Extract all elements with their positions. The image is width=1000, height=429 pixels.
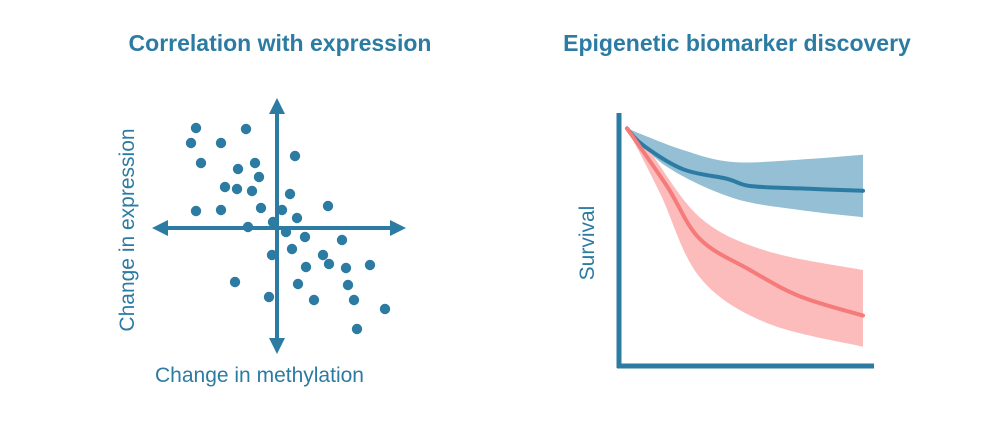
scatter-point (229, 276, 241, 288)
scatter-point (231, 183, 243, 195)
scatter-point (249, 157, 261, 169)
red-survival-line (625, 126, 865, 318)
scatter-point (215, 204, 227, 216)
scatter-point (266, 249, 278, 261)
scatter-point (348, 294, 360, 306)
scatter-point (195, 157, 207, 169)
scatter-point (379, 303, 391, 315)
scatter-point (232, 163, 244, 175)
scatter-point (300, 261, 312, 273)
scatter-point (340, 262, 352, 274)
scatter-point (263, 291, 275, 303)
scatter-point (317, 249, 329, 261)
scatter-point (323, 258, 335, 270)
scatter-point (322, 200, 334, 212)
scatter-point (364, 259, 376, 271)
scatter-point (190, 122, 202, 134)
scatter-point (240, 123, 252, 135)
scatter-point (255, 202, 267, 214)
blue-confidence-band (627, 128, 863, 218)
scatter-point (190, 205, 202, 217)
scatter-point (280, 226, 292, 238)
scatter-point (286, 243, 298, 255)
scatter-point (299, 231, 311, 243)
scatter-point (242, 221, 254, 233)
scatter-point (215, 137, 227, 149)
scatter-point (276, 204, 288, 216)
scatter-point (284, 188, 296, 200)
red-confidence-band (627, 128, 863, 347)
scatter-point (351, 323, 363, 335)
scatter-point (185, 137, 197, 149)
scatter-y-label: Change in expression (116, 128, 139, 332)
survival-title: Epigenetic biomarker discovery (563, 30, 911, 56)
scatter-point (308, 294, 320, 306)
scatter-plot (152, 98, 406, 354)
scatter-x-label: Change in methylation (155, 364, 364, 387)
scatter-point (336, 234, 348, 246)
scatter-point (246, 185, 258, 197)
scatter-point (253, 171, 265, 183)
survival-y-label: Survival (576, 205, 599, 281)
blue-survival-line (625, 126, 865, 193)
scatter-point (219, 181, 231, 193)
scatter-point (267, 216, 279, 228)
scatter-point (342, 279, 354, 291)
scatter-title: Correlation with expression (128, 30, 432, 56)
survival-plot (616, 113, 874, 369)
scatter-point (292, 278, 304, 290)
scatter-point (289, 150, 301, 162)
scatter-point (291, 212, 303, 224)
